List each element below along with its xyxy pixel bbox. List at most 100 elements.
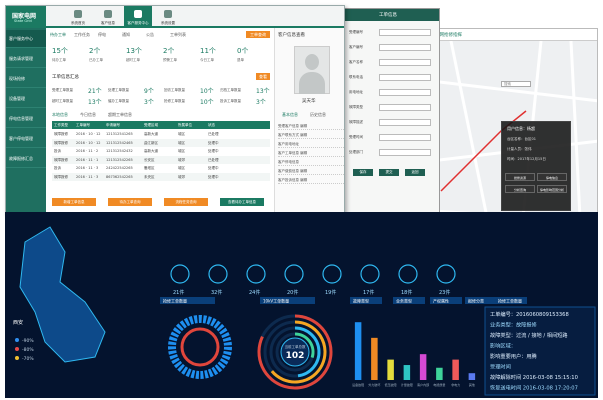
table-cell: 未央区 xyxy=(144,174,155,179)
metric-ring xyxy=(208,264,228,284)
action-button[interactable]: 查看待办工单信息 xyxy=(220,198,264,206)
popup-button[interactable]: 抢修资源 xyxy=(505,173,535,181)
panel-title: 抢修工单数量 xyxy=(163,298,187,304)
field-input[interactable] xyxy=(379,119,431,126)
menu-item[interactable]: 现场抢修 xyxy=(6,70,46,88)
nav-icon xyxy=(104,10,112,18)
bar xyxy=(371,337,378,380)
summary-value: 13个 xyxy=(256,88,270,95)
menu-item[interactable]: 故障报修汇总 xyxy=(6,150,46,168)
table-cell: 2016 · 11 · 2 xyxy=(76,149,99,153)
popup-line: 台区名称：台区01 xyxy=(507,137,536,141)
metric-value: 21件 xyxy=(173,289,184,296)
nav-icon xyxy=(74,10,82,18)
table-row xyxy=(52,155,270,164)
side-donut xyxy=(168,315,232,379)
panel-title: 报修分类 xyxy=(468,298,484,304)
field-input[interactable] xyxy=(379,29,431,36)
bar xyxy=(436,367,443,380)
table-tab[interactable]: 本地信息 xyxy=(52,112,68,117)
customer-line: 受理客户信息 编辑 xyxy=(278,124,344,130)
table-cell: 故障报修 xyxy=(54,140,68,145)
table-cell: 投诉 xyxy=(54,166,61,170)
summary-label: 超时工单数量 xyxy=(52,99,73,103)
field-input[interactable] xyxy=(379,89,431,96)
table-header: 申请编号 xyxy=(106,123,120,127)
stat-value: 2个 xyxy=(89,47,101,55)
field-label: 用电地址 xyxy=(349,90,363,94)
menu-item[interactable]: 客户服务中心 xyxy=(6,30,46,48)
table-cell: 2016 · 10 · 12 xyxy=(76,140,101,145)
metric-ring xyxy=(398,264,418,284)
menu-item[interactable]: 客户停电管理 xyxy=(6,130,46,148)
sidebar xyxy=(6,28,46,214)
legend-dot xyxy=(15,338,19,342)
tab[interactable]: 工单列表 xyxy=(170,32,186,37)
field-input[interactable] xyxy=(379,44,431,51)
popup xyxy=(501,121,571,211)
panel-header xyxy=(430,297,462,304)
ring-arc xyxy=(257,314,333,390)
panel-header xyxy=(465,297,497,304)
table-tab[interactable]: 超期工单信息 xyxy=(108,112,132,117)
menu-item[interactable]: 停电信息管理 xyxy=(6,110,46,128)
stat-label: 退单 xyxy=(237,58,244,62)
customer-name: 吴天华 xyxy=(302,99,316,104)
tab[interactable]: 停电 xyxy=(98,32,106,37)
field-input[interactable] xyxy=(379,74,431,81)
summary-button[interactable]: 查看 xyxy=(256,73,270,80)
customer-line: 客户停电信息 xyxy=(278,160,344,166)
stat-label: 今日工单 xyxy=(200,58,214,62)
popup-button[interactable]: 停电信息 xyxy=(537,173,567,181)
field-input[interactable] xyxy=(379,59,431,66)
field-input[interactable] xyxy=(379,104,431,111)
map-window: 配网抢修指挥 搜索 用户信息：杨超 台区名称：台区01 计量人员：张伟 时间：2017年1… xyxy=(430,28,598,236)
customer-line: 客户用电地址 xyxy=(278,142,344,148)
form-button[interactable]: 返回 xyxy=(405,169,425,176)
bar-label: 电能质量 xyxy=(433,382,445,387)
table-tab[interactable]: 今日信息 xyxy=(80,112,96,117)
bar xyxy=(403,365,411,380)
nav-label: 客户信息 xyxy=(101,21,115,25)
info-panel xyxy=(484,306,596,396)
panel-title: 抢修工单数量 xyxy=(498,298,522,304)
gauge-value: 102 xyxy=(286,351,305,361)
gauge-core xyxy=(280,337,310,367)
customer-tab[interactable]: 基本信息 xyxy=(282,112,298,117)
tab[interactable]: 待办工单 xyxy=(50,32,66,37)
form-button[interactable]: 保存 xyxy=(353,169,373,176)
table-cell: 242422542265 xyxy=(106,166,133,170)
table-header: 工单编号 xyxy=(76,123,90,127)
customer-tab[interactable]: 历史信息 xyxy=(310,112,326,117)
field-input[interactable] xyxy=(379,149,431,156)
legend-dot xyxy=(15,356,19,360)
customer-title: 客户信息查看 xyxy=(278,33,305,38)
table-cell: 已处理 xyxy=(208,157,219,162)
action-button[interactable]: 待办工单查询 xyxy=(108,198,152,206)
popup-button[interactable]: 停电影响范围分析 xyxy=(537,185,567,193)
menu-item[interactable]: 服务请求管理 xyxy=(6,50,46,68)
table-row xyxy=(52,172,270,181)
summary-label: 催办工单数量 xyxy=(108,99,129,103)
field-label: 客户名称 xyxy=(349,60,363,64)
summary-value: 9个 xyxy=(144,88,154,95)
action-button[interactable]: 流程任务查询 xyxy=(164,198,208,206)
table-header: 所属单位 xyxy=(178,123,192,127)
menu-item[interactable]: 设备管理 xyxy=(6,90,46,108)
legend-label: -70% xyxy=(22,356,34,362)
stat-label: 已办工单 xyxy=(89,58,103,62)
form-button[interactable]: 提交 xyxy=(379,169,399,176)
query-button[interactable]: 工单查询 xyxy=(246,31,270,38)
map-search[interactable]: 搜索 xyxy=(501,81,531,87)
table-cell: 867362542265 xyxy=(106,174,133,179)
popup-line: 计量人员：张伟 xyxy=(507,147,532,151)
field-input[interactable] xyxy=(379,134,431,141)
field-label: 客户编号 xyxy=(349,45,363,49)
summary-label: 抢修工单数量 xyxy=(164,99,185,103)
tab[interactable]: 公告 xyxy=(146,32,154,37)
popup-button[interactable]: 分析查询 xyxy=(505,185,535,193)
tab[interactable]: 通知 xyxy=(122,32,130,37)
tab[interactable]: 工作任务 xyxy=(74,32,90,37)
action-button[interactable]: 新增工单信息 xyxy=(52,198,96,206)
